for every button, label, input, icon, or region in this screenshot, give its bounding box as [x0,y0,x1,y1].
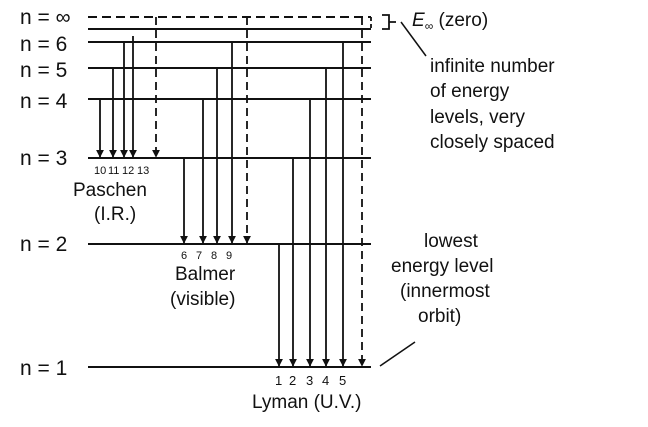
lowest-level-note-line-4: orbit) [418,306,461,327]
lyman-number-5: 5 [339,373,346,388]
lowest-level-pointer [379,341,416,367]
balmer-number-7: 7 [196,250,202,262]
infinite-levels-note-line-2: of energy [430,81,510,102]
level-label-2: n = 2 [20,233,67,256]
e-inf-pointer [400,21,427,57]
balmer-region-label: (visible) [170,289,235,310]
infinite-levels-note-line-3: levels, very [430,107,526,128]
paschen-number-10: 10 [94,165,106,177]
lowest-level-note-line-3: (innermost [400,281,490,302]
paschen-region-label: (I.R.) [94,204,136,225]
level-label-5: n = 5 [20,59,67,82]
lyman-number-3: 3 [306,373,313,388]
level-label-3: n = 3 [20,147,67,170]
lyman-series-label: Lyman (U.V.) [252,392,361,413]
infinite-levels-note-line-4: closely spaced [430,132,555,153]
balmer-number-9: 9 [226,250,232,262]
level-label-6: n = 6 [20,33,67,56]
level-label-4: n = 4 [20,90,68,113]
balmer-number-6: 6 [181,250,187,262]
level-label-1: n = 1 [20,357,67,380]
lowest-level-note-line-1: lowest [424,231,479,252]
paschen-number-12: 12 [122,165,134,177]
balmer-number-8: 8 [211,250,217,262]
e-inf-bracket [382,14,396,30]
infinite-levels-note-line-1: infinite number [430,56,555,77]
lyman-number-2: 2 [289,373,296,388]
e-inf-label: E∞ (zero) [412,10,488,33]
balmer-series-label: Balmer [175,264,236,285]
lowest-level-note-line-2: energy level [391,256,493,277]
lyman-number-4: 4 [322,373,329,388]
lyman-number-1: 1 [275,373,282,388]
paschen-series-label: Paschen [73,180,147,201]
paschen-number-13: 13 [137,165,149,177]
level-label-inf: n = ∞ [20,6,71,29]
paschen-number-11: 11 [108,165,119,177]
